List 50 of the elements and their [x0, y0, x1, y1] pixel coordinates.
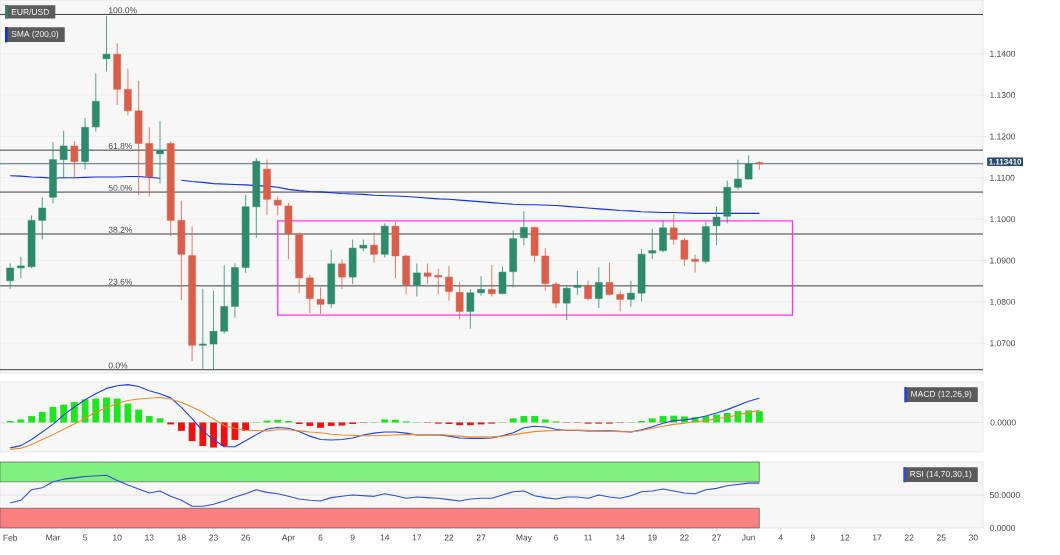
x-tick-label: 12: [840, 534, 850, 541]
x-tick-label: Mar: [46, 534, 61, 541]
x-tick-label: 4: [778, 534, 783, 541]
x-tick-label: 27: [712, 534, 721, 541]
y-tick-label: 0.0000: [989, 525, 1016, 531]
x-tick-label: 30: [969, 534, 978, 541]
x-tick-label: 6: [318, 534, 323, 541]
x-tick-label: Apr: [281, 534, 295, 543]
y-tick-label: 1.0900: [990, 257, 1016, 264]
ref-line-label: 23.6%: [108, 278, 133, 285]
x-tick-label: 18: [177, 534, 186, 541]
x-tick-label: 14: [380, 534, 390, 541]
x-tick-label: 27: [476, 534, 486, 541]
x-tick-label: 22: [680, 534, 689, 541]
ref-line-label: 61.8%: [108, 142, 133, 149]
legend-label: SMA (200,0): [11, 30, 59, 39]
x-tick-label: 22: [904, 534, 914, 541]
y-tick-label: 1.0800: [990, 298, 1016, 305]
x-tick-label: 9: [810, 534, 815, 541]
y-tick-label: 1.1400: [990, 50, 1016, 57]
x-tick-label: 22: [444, 534, 454, 541]
x-tick-label: 26: [241, 534, 250, 541]
y-tick-label: 1.1100: [990, 174, 1015, 181]
y-tick-label: 1.1000: [990, 216, 1016, 223]
ref-line-label: 100.0%: [108, 7, 137, 14]
x-tick-label: 13: [145, 534, 154, 541]
x-tick-label: 23: [209, 534, 218, 541]
x-tick-label: 6: [554, 534, 558, 541]
y-tick-label: 1.0700: [990, 340, 1016, 347]
y-tick-label: 1.1300: [990, 92, 1016, 99]
x-tick-label: 10: [113, 534, 122, 541]
legend-label: RSI (14,70,30,1): [910, 470, 972, 479]
ref-line-label: 0.0%: [108, 362, 128, 369]
legend-label: EUR/USD: [11, 8, 49, 15]
x-tick-label: Jun: [741, 534, 755, 541]
x-tick-label: 14: [616, 534, 625, 541]
x-tick-label: 9: [350, 534, 355, 541]
ref-line-label: 50.0%: [108, 184, 133, 191]
x-tick-label: 17: [872, 534, 882, 541]
x-tick-label: May: [516, 534, 532, 543]
x-tick-label: 11: [584, 534, 593, 541]
x-tick-label: 17: [412, 534, 422, 541]
x-tick-label: 5: [83, 534, 88, 541]
x-tick-label: 25: [936, 534, 946, 541]
y-tick-label: 1.1200: [990, 133, 1016, 140]
ref-line-label: 38.2%: [108, 226, 133, 233]
x-tick-label: 19: [648, 534, 657, 541]
legend-label: MACD (12,26,9): [911, 390, 972, 399]
x-tick-label: Feb: [3, 534, 18, 541]
y-tick-label: 50.0000: [989, 492, 1020, 498]
